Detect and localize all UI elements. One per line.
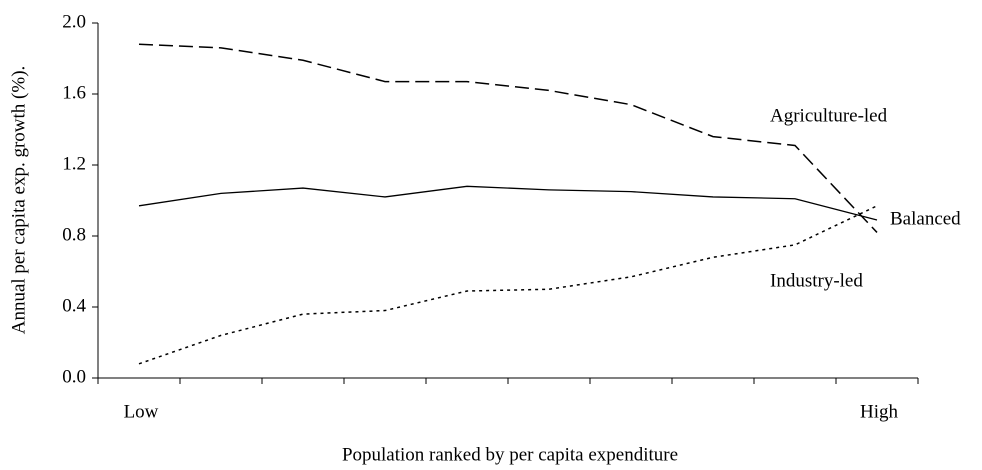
y-tick-label: 2.0 [62,11,86,32]
y-axis-label: Annual per capita exp. growth (%). [8,66,29,335]
x-tick-label: Low [124,401,159,422]
x-tick-label: High [860,401,899,422]
series-line [138,205,878,365]
series-label: Industry-led [770,270,863,291]
series-line [138,185,878,221]
y-tick-label: 0.8 [62,224,86,245]
series-label: Balanced [890,208,961,229]
x-axis-label: Population ranked by per capita expendit… [342,444,678,465]
series-line [138,43,878,233]
series-label: Agriculture-led [770,105,888,126]
y-tick-label: 0.4 [62,295,86,316]
y-tick-label: 0.0 [62,366,86,387]
y-tick-label: 1.2 [62,153,86,174]
y-tick-label: 1.6 [62,82,86,103]
